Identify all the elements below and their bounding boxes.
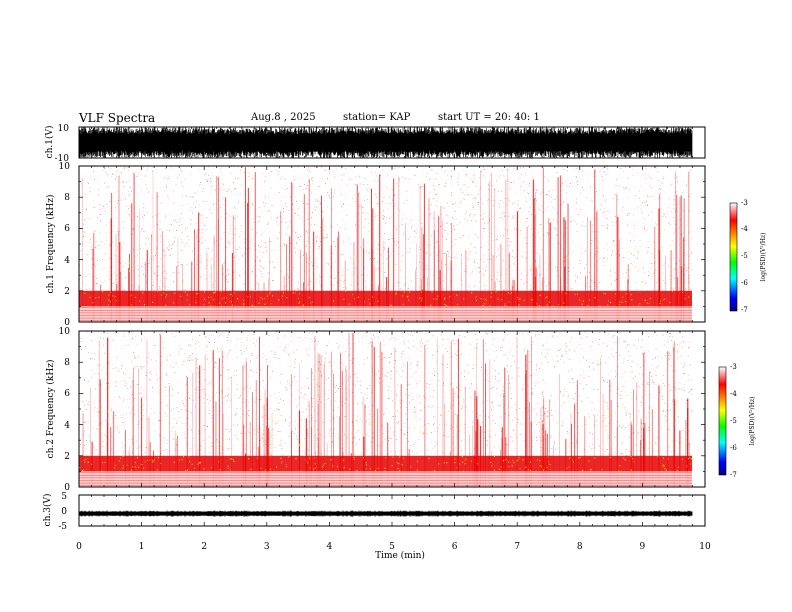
xtick-2: 2 xyxy=(201,542,207,552)
chart-title: VLF Spectra xyxy=(79,111,156,125)
ch2-cbar-tick-5: -5 xyxy=(730,417,737,425)
ch1-colorbar-label: log(PSD)(V²/Hz) xyxy=(760,233,767,282)
ch1-ylabel: ch.1(V) xyxy=(44,126,55,159)
time-axis-ticks xyxy=(78,127,706,526)
xtick-8: 8 xyxy=(577,542,583,552)
ch1-ytick-top: 10 xyxy=(58,124,70,134)
ch2-ytick-0: 0 xyxy=(64,483,70,493)
ch2-cbar-tick-4: -4 xyxy=(730,390,737,398)
ch2-ytick-10: 10 xyxy=(59,327,71,337)
ch1-spectrogram-ylabel: ch.1 Frequency (kHz) xyxy=(45,195,56,294)
time-axis-labels: 0 1 2 3 4 5 6 7 8 9 10 xyxy=(76,542,711,552)
xtick-7: 7 xyxy=(514,542,520,552)
ch2-ytick-6: 6 xyxy=(64,389,70,399)
ch1-cbar-tick-3: -3 xyxy=(741,199,748,207)
xtick-1: 1 xyxy=(139,542,145,552)
xtick-6: 6 xyxy=(452,542,458,552)
x-axis-label: Time (min) xyxy=(375,550,425,561)
ch1-cbar-tick-5: -5 xyxy=(741,252,748,260)
ch1-ytick-8: 8 xyxy=(64,193,70,203)
ch1-cbar-tick-6: -6 xyxy=(741,279,748,287)
ch1-ytick-0: 0 xyxy=(64,318,70,328)
ch3-ytick-mid: 0 xyxy=(61,507,67,517)
ch3-ytick-bottom: -5 xyxy=(58,522,67,532)
xtick-9: 9 xyxy=(640,542,646,552)
ch2-ytick-8: 8 xyxy=(64,358,70,368)
xtick-0: 0 xyxy=(76,542,82,552)
xtick-4: 4 xyxy=(327,542,333,552)
ch1-spectrogram: 0 2 4 6 8 10 ch.1 Frequency (kHz) -3 -4 … xyxy=(45,162,767,328)
ch3-trace xyxy=(78,510,693,517)
ch1-ytick-bottom: -10 xyxy=(55,154,70,164)
ch1-ytick-2: 2 xyxy=(64,287,70,297)
ch3-frame xyxy=(78,494,706,527)
ch1-colorbar xyxy=(729,202,738,312)
ch3-ylabel: ch.3(V) xyxy=(42,494,53,527)
ch1-ytick-10: 10 xyxy=(59,162,71,172)
ch1-spectrogram-image xyxy=(79,166,693,322)
date-label: Aug.8 , 2025 xyxy=(251,112,316,123)
xtick-5: 5 xyxy=(389,542,395,552)
ch2-colorbar-label: log(PSD)(V²/Hz) xyxy=(749,397,756,446)
ch1-cbar-tick-4: -4 xyxy=(741,225,748,233)
ch1-ytick-6: 6 xyxy=(64,224,70,234)
xtick-3: 3 xyxy=(264,542,270,552)
ch1-panel: 10 -10 ch.1(V) xyxy=(44,124,706,164)
ch3-ytick-top: 5 xyxy=(61,492,67,502)
station-label: station= KAP xyxy=(343,112,411,123)
ch2-cbar-tick-6: -6 xyxy=(730,444,737,452)
ch2-cbar-tick-7: -7 xyxy=(730,471,737,479)
ch2-cbar-tick-3: -3 xyxy=(730,363,737,371)
ch2-colorbar xyxy=(718,366,727,476)
ch2-ytick-2: 2 xyxy=(64,452,70,462)
ch2-spectrogram: 0 2 4 6 8 10 ch.2 Frequency (kHz) -3 -4 … xyxy=(45,327,756,493)
xtick-10: 10 xyxy=(699,542,711,552)
ch1-ytick-4: 4 xyxy=(64,256,70,266)
ch1-spectrogram-yticks: 0 2 4 6 8 10 xyxy=(59,162,71,328)
ch2-spectrogram-ylabel: ch.2 Frequency (kHz) xyxy=(45,360,56,459)
start-time-label: start UT = 20: 40: 1 xyxy=(438,112,540,123)
ch1-trace xyxy=(78,127,693,158)
ch1-cbar-tick-7: -7 xyxy=(741,306,748,314)
ch2-spectrogram-image xyxy=(79,331,693,487)
ch2-ytick-4: 4 xyxy=(64,421,70,431)
